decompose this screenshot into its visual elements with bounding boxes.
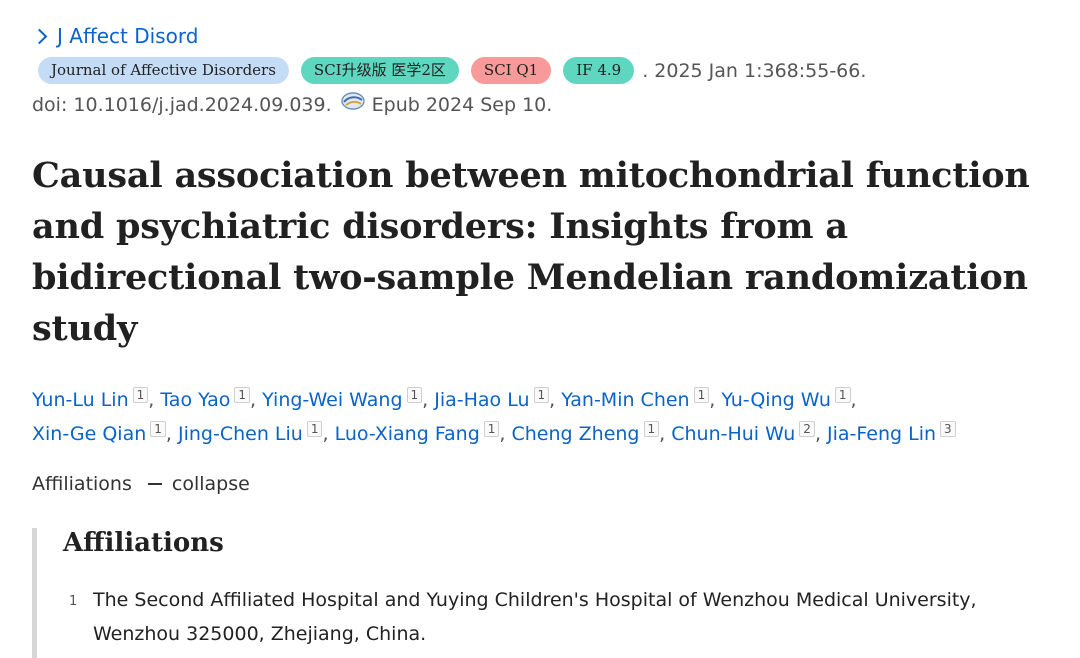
doi-text: doi: 10.1016/j.jad.2024.09.039. xyxy=(32,94,332,116)
affiliation-ref-button[interactable]: 1 xyxy=(234,386,251,403)
author-link[interactable]: Yu-Qing Wu xyxy=(721,389,831,411)
author-link[interactable]: Ying-Wei Wang xyxy=(262,389,403,411)
author-link[interactable]: Chun-Hui Wu xyxy=(671,423,796,445)
affiliation-text: The Second Affiliated Hospital and Yuyin… xyxy=(93,589,977,645)
author-link[interactable]: Yan-Min Chen xyxy=(561,389,690,411)
author-link[interactable]: Luo-Xiang Fang xyxy=(334,423,480,445)
author-link[interactable]: Jia-Hao Lu xyxy=(434,389,530,411)
affiliation-ref-button[interactable]: 1 xyxy=(834,386,851,403)
affiliation-ref-button[interactable]: 1 xyxy=(132,386,149,403)
affiliation-ref-button[interactable]: 1 xyxy=(150,420,166,437)
author-link[interactable]: Yun-Lu Lin xyxy=(32,389,129,411)
minus-icon xyxy=(147,482,162,486)
affiliation-ref-button[interactable]: 1 xyxy=(483,420,500,437)
affiliation-item: 1 The Second Affiliated Hospital and Yuy… xyxy=(69,583,1049,651)
author-link[interactable]: Jing-Chen Liu xyxy=(178,423,303,445)
affiliation-ref-button[interactable]: 2 xyxy=(799,420,815,437)
author-list: Yun-Lu Lin 1, Tao Yao 1, Ying-Wei Wang 1, J… xyxy=(32,383,1052,451)
affiliation-number: 1 xyxy=(69,594,78,609)
affiliation-ref-button[interactable]: 1 xyxy=(693,386,710,403)
citation-row: Journal of Affective Disorders SCI升级版 医学… xyxy=(38,57,866,84)
affiliation-ref-button[interactable]: 1 xyxy=(406,386,423,403)
citation-date-pages: . 2025 Jan 1:368:55-66. xyxy=(642,59,867,82)
sci-quartile-badge: SCI Q1 xyxy=(470,57,552,84)
affiliation-ref-button[interactable]: 1 xyxy=(643,420,660,437)
affiliation-ref-button[interactable]: 1 xyxy=(306,420,323,437)
doi-row: doi: 10.1016/j.jad.2024.09.039. Epub 202… xyxy=(32,92,553,116)
affiliations-heading: Affiliations xyxy=(63,528,224,558)
affiliation-ref-button[interactable]: 3 xyxy=(940,420,956,437)
journal-link-label[interactable]: J Affect Disord xyxy=(57,24,199,48)
sci-rank-badge: SCI升级版 医学2区 xyxy=(300,57,459,84)
journal-badge: Journal of Affective Disorders xyxy=(38,57,289,84)
author-link[interactable]: Tao Yao xyxy=(160,389,231,411)
affiliation-ref-button[interactable]: 1 xyxy=(533,386,550,403)
journal-link[interactable]: J Affect Disord xyxy=(31,24,199,48)
impact-factor-badge: IF 4.9 xyxy=(563,57,635,84)
affiliations-toggle-label: Affiliations xyxy=(32,473,132,495)
author-link[interactable]: Cheng Zheng xyxy=(511,423,640,445)
affiliations-collapse-link[interactable]: collapse xyxy=(171,473,250,495)
author-link[interactable]: Jia-Feng Lin xyxy=(827,423,937,445)
epub-icon xyxy=(340,92,365,110)
epub-text: Epub 2024 Sep 10. xyxy=(371,94,553,116)
article-title: Causal association between mitochondrial… xyxy=(32,155,1030,349)
affiliations-toggle[interactable]: Affiliations collapse xyxy=(32,473,250,495)
chevron-right-icon xyxy=(31,28,48,44)
author-link[interactable]: Xin-Ge Qian xyxy=(32,423,147,445)
affiliations-section: Affiliations 1 The Second Affiliated Hos… xyxy=(32,528,1047,658)
